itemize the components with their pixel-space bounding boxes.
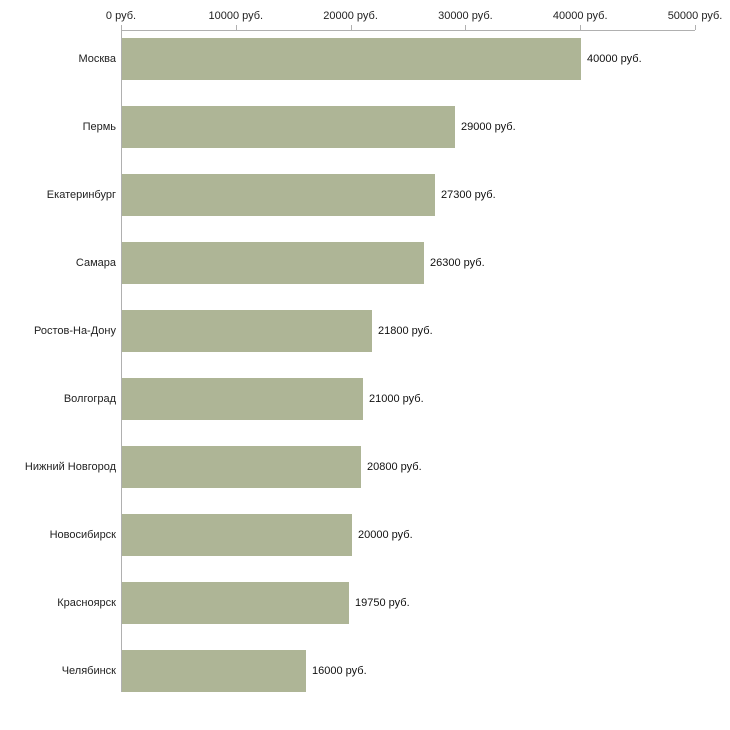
x-tick-mark <box>580 25 582 30</box>
category-label: Москва <box>78 53 116 65</box>
category-label: Екатеринбург <box>46 189 116 201</box>
value-label: 27300 руб. <box>441 189 496 201</box>
category-label: Самара <box>75 257 116 269</box>
x-tick-label: 50000 руб. <box>667 10 723 22</box>
bar-row: Челябинск 16000 руб. <box>0 650 730 692</box>
x-tick-label: 30000 руб. <box>438 10 493 22</box>
x-axis-line <box>121 30 695 31</box>
bar-row: Красноярск 19750 руб. <box>0 582 730 624</box>
bar-row: Ростов-На-Дону 21800 руб. <box>0 310 730 352</box>
category-label: Волгоград <box>63 393 116 405</box>
category-label: Нижний Новгород <box>24 461 116 473</box>
value-label: 21800 руб. <box>378 325 433 337</box>
x-tick-mark <box>695 25 696 30</box>
bar-row: Пермь 29000 руб. <box>0 106 730 148</box>
x-tick-label: 0 руб. <box>105 10 137 22</box>
value-label: 19750 руб. <box>355 597 410 609</box>
bar-row: Нижний Новгород 20800 руб. <box>0 446 730 488</box>
category-label: Челябинск <box>61 665 116 677</box>
bar-row: Самара 26300 руб. <box>0 242 730 284</box>
bar <box>122 38 581 80</box>
bar <box>122 378 363 420</box>
bar-row: Екатеринбург 27300 руб. <box>0 174 730 216</box>
value-label: 29000 руб. <box>461 121 516 133</box>
value-label: 20800 руб. <box>367 461 422 473</box>
value-label: 26300 руб. <box>430 257 485 269</box>
bar <box>122 582 349 624</box>
bar-row: Москва 40000 руб. <box>0 38 730 80</box>
x-tick-mark <box>121 25 122 30</box>
bar-row: Новосибирск 20000 руб. <box>0 514 730 556</box>
category-label: Ростов-На-Дону <box>33 325 116 337</box>
bar <box>122 446 361 488</box>
value-label: 16000 руб. <box>312 665 367 677</box>
x-tick-mark <box>350 25 352 30</box>
x-tick-mark <box>465 25 467 30</box>
bar <box>122 514 352 556</box>
category-label: Красноярск <box>57 597 116 609</box>
value-label: 20000 руб. <box>358 529 413 541</box>
category-label: Новосибирск <box>49 529 116 541</box>
x-tick-mark <box>235 25 237 30</box>
x-tick-label: 20000 руб. <box>323 10 378 22</box>
bar <box>122 310 372 352</box>
bar-row: Волгоград 21000 руб. <box>0 378 730 420</box>
value-label: 40000 руб. <box>587 53 642 65</box>
bar <box>122 242 424 284</box>
category-label: Пермь <box>82 121 116 133</box>
value-label: 21000 руб. <box>369 393 424 405</box>
bar <box>122 106 455 148</box>
bar <box>122 650 306 692</box>
x-tick-label: 10000 руб. <box>208 10 264 22</box>
x-tick-label: 40000 руб. <box>552 10 608 22</box>
bar <box>122 174 435 216</box>
y-axis-line <box>121 30 122 692</box>
